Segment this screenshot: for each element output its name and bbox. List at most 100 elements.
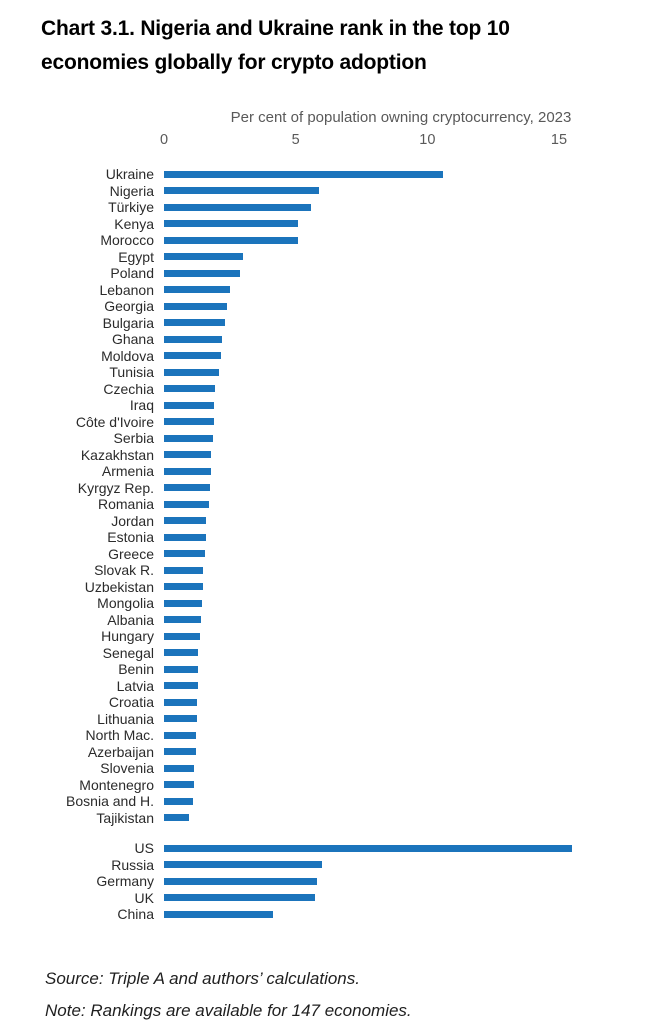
bar-group: Ukraine Nigeria Türkiye Kenya Morocco Egypt Po… [0, 166, 658, 826]
bar [164, 170, 444, 178]
bar-track [164, 649, 638, 657]
bar-row: Azerbaijan [0, 744, 658, 761]
bar-row: Kenya [0, 216, 658, 233]
bar-label: Germany [96, 873, 154, 890]
bar-track [164, 583, 638, 591]
report-chart-page: Chart 3.1. Nigeria and Ukraine rank in t… [0, 12, 658, 1024]
bar [164, 451, 212, 459]
bar [164, 517, 207, 525]
bar [164, 715, 197, 723]
bar-label: Côte d'Ivoire [75, 413, 154, 430]
bar [164, 484, 211, 492]
bar-row: Benin [0, 661, 658, 678]
bar-track [164, 385, 638, 393]
bar [164, 861, 322, 869]
bar-track [164, 187, 638, 195]
bar-row: Tajikistan [0, 810, 658, 827]
bar [164, 764, 195, 772]
bar-row: Bulgaria [0, 315, 658, 332]
bar-label: Poland [110, 265, 154, 282]
x-axis-ticks: 0 5 10 15 [160, 132, 638, 152]
bar-track [164, 861, 638, 869]
bar-track [164, 368, 638, 376]
bar [164, 814, 190, 822]
bar-label: Lebanon [99, 281, 154, 298]
chart-footer: Source: Triple A and authors’ calculatio… [45, 963, 638, 1024]
bar [164, 319, 225, 327]
bar-row: Kazakhstan [0, 447, 658, 464]
bar-row: Armenia [0, 463, 658, 480]
bar [164, 500, 209, 508]
bar-track [164, 533, 638, 541]
bar-track [164, 269, 638, 277]
bar-track [164, 286, 638, 294]
bar-row: Slovenia [0, 760, 658, 777]
bar-track [164, 894, 638, 902]
bar-label: Nigeria [109, 182, 154, 199]
bar [164, 203, 312, 211]
bar-label: Montenegro [79, 776, 154, 793]
bar-track [164, 253, 638, 261]
bar-row: Georgia [0, 298, 658, 315]
bar-row: Iraq [0, 397, 658, 414]
bar-track [164, 682, 638, 690]
bar [164, 550, 205, 558]
bar-row: Latvia [0, 678, 658, 695]
bar-row: Ukraine [0, 166, 658, 183]
source-line: Source: Triple A and authors’ calculatio… [45, 968, 360, 988]
bar-row: Czechia [0, 381, 658, 398]
bar-label: China [117, 906, 154, 923]
bar-track [164, 877, 638, 885]
bar-label: Ukraine [105, 166, 154, 183]
bar-label: Uzbekistan [84, 578, 154, 595]
bar-track [164, 698, 638, 706]
bar-track [164, 352, 638, 360]
bar-label: Senegal [102, 644, 154, 661]
bar-label: Albania [107, 611, 154, 628]
bar [164, 352, 221, 360]
bar-row: Croatia [0, 694, 658, 711]
bar-row: Montenegro [0, 777, 658, 794]
bar [164, 566, 204, 574]
bar-track [164, 517, 638, 525]
bar [164, 682, 199, 690]
bar-row: Slovak R. [0, 562, 658, 579]
bar-label: Armenia [101, 463, 154, 480]
chart-title-line2: economies globally for crypto adoption [41, 50, 427, 74]
bar [164, 797, 193, 805]
bar-track [164, 781, 638, 789]
bar-label: Latvia [116, 677, 154, 694]
bar [164, 665, 199, 673]
bar-label: Czechia [103, 380, 154, 397]
bar-row: Romania [0, 496, 658, 513]
bar-label: Moldova [101, 347, 154, 364]
bar-track [164, 715, 638, 723]
bar-label: Russia [111, 856, 154, 873]
bar-row: Ghana [0, 331, 658, 348]
bar-track [164, 335, 638, 343]
bar [164, 781, 195, 789]
bar-row: Morocco [0, 232, 658, 249]
bar [164, 401, 215, 409]
bar-row: Hungary [0, 628, 658, 645]
bar-label: Jordan [111, 512, 154, 529]
bar-label: Kenya [114, 215, 154, 232]
bar [164, 236, 299, 244]
bar [164, 731, 196, 739]
bar [164, 632, 200, 640]
bar-label: Bulgaria [102, 314, 154, 331]
bar-group: US Russia Germany UK China [0, 840, 658, 923]
bar-row: Germany [0, 873, 658, 890]
bar-track [164, 814, 638, 822]
bar-label: Serbia [113, 430, 154, 447]
bar-track [164, 434, 638, 442]
bar-label: Türkiye [108, 199, 154, 216]
bar-track [164, 550, 638, 558]
bar-track [164, 731, 638, 739]
bar-track [164, 599, 638, 607]
bar-label: Greece [108, 545, 154, 562]
bar [164, 434, 213, 442]
bar-label: Croatia [108, 694, 154, 711]
bar-label: Slovenia [100, 760, 154, 777]
bar-label: North Mac. [85, 727, 154, 744]
